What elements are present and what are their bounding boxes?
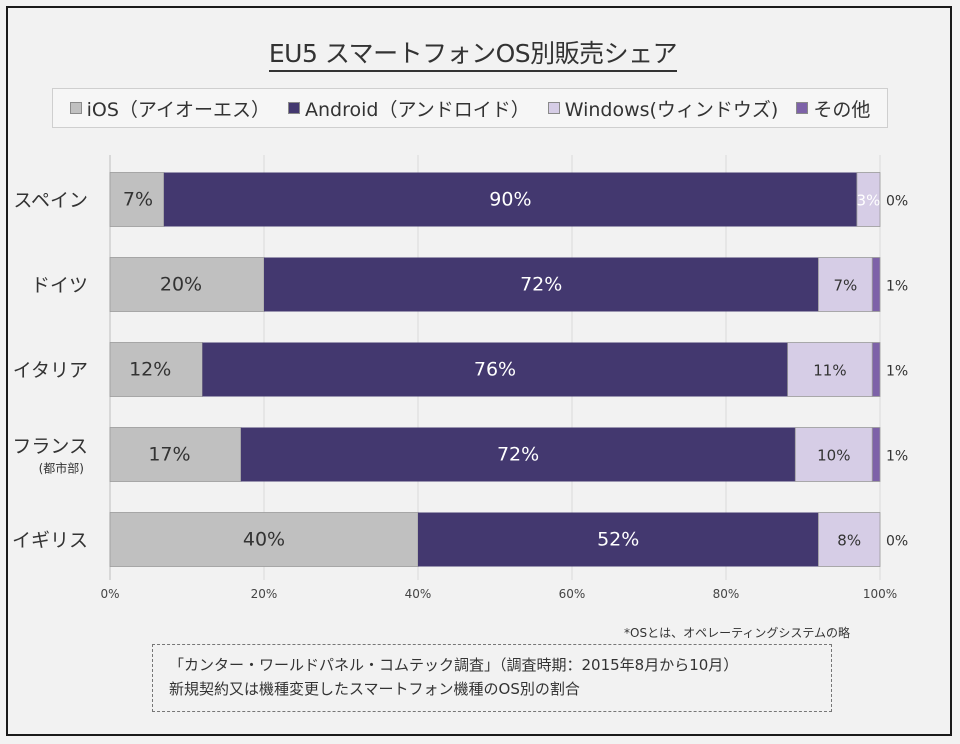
data-label: 90%	[489, 189, 531, 211]
data-label: 72%	[497, 444, 539, 466]
data-label: 1%	[886, 449, 908, 465]
category-label: イギリス	[12, 530, 88, 552]
legend-label: Windows(ウィンドウズ)	[564, 98, 779, 121]
bar-segment	[856, 172, 881, 227]
category-sublabel: (都市部)	[39, 461, 84, 476]
bar-segment	[818, 257, 873, 312]
legend-item-3: その他	[796, 95, 870, 122]
data-label: 7%	[123, 189, 153, 211]
x-tick-label: 100%	[863, 587, 897, 601]
bar-segment	[418, 512, 819, 567]
bar-segment	[240, 427, 796, 482]
chart-title: EU5 スマートフォンOS別販売シェア	[0, 34, 946, 72]
chart-legend: iOS（アイオーエス） Android（アンドロイド） Windows(ウィンドウズ…	[52, 88, 888, 128]
legend-swatch	[796, 102, 809, 114]
legend-swatch	[288, 102, 300, 114]
data-label: 12%	[129, 359, 171, 381]
data-label: 3%	[857, 192, 881, 210]
data-label: 1%	[886, 279, 908, 295]
x-tick-label: 0%	[100, 587, 119, 601]
source-note-box: 「カンター・ワールドパネル・コムテック調査」（調査時期：2015年8月から10月…	[152, 644, 832, 712]
data-label: 20%	[160, 274, 202, 296]
legend-item-0: iOS（アイオーエス）	[69, 95, 270, 122]
category-label: フランス	[12, 436, 88, 458]
data-label: 40%	[243, 529, 285, 551]
x-tick-label: 80%	[713, 587, 740, 601]
data-label: 17%	[148, 444, 190, 466]
legend-label: iOS（アイオーエス）	[86, 98, 270, 121]
data-label: 52%	[597, 529, 639, 551]
legend-swatch	[69, 102, 82, 114]
x-tick-label: 60%	[559, 587, 586, 601]
legend-item-2: Windows(ウィンドウズ)	[547, 95, 779, 122]
data-label: 11%	[813, 362, 846, 380]
data-label: 1%	[886, 364, 908, 380]
legend-label: その他	[813, 98, 871, 121]
data-label: 7%	[833, 277, 857, 295]
bar-segment	[264, 257, 819, 312]
bar-segment	[163, 172, 857, 227]
bar-segment	[871, 257, 881, 312]
stacked-bar-chart: 0% 20% 40% 60% 80% 100% スペイン 7% 90% 3% 0% ドイツ 20% 72%…	[12, 155, 908, 601]
bar-segment	[109, 512, 419, 567]
source-note-line1: 「カンター・ワールドパネル・コムテック調査」（調査時期：2015年8月から10月…	[169, 656, 739, 674]
category-label: イタリア	[13, 360, 88, 382]
bar-segment	[871, 427, 881, 482]
data-label: 8%	[837, 532, 861, 550]
legend-item-1: Android（アンドロイド）	[288, 95, 530, 122]
category-label: ドイツ	[31, 275, 88, 297]
bar-segment	[871, 342, 881, 397]
data-label: 76%	[474, 359, 516, 381]
category-label: スペイン	[13, 190, 88, 212]
bar-segment	[109, 257, 265, 312]
legend-label: Android（アンドロイド）	[305, 98, 530, 121]
data-label: 0%	[886, 194, 908, 210]
data-label: 10%	[817, 447, 850, 465]
legend-swatch	[547, 102, 560, 114]
x-tick-label: 20%	[251, 587, 278, 601]
footnote: *OSとは、オペレーティングシステムの略	[624, 626, 850, 640]
x-tick-label: 40%	[405, 587, 432, 601]
bar-segment	[202, 342, 788, 397]
data-label: 72%	[520, 274, 562, 296]
bar-segment	[818, 512, 881, 567]
chart-title-text: EU5 スマートフォンOS別販売シェア	[268, 39, 678, 72]
bar-segment	[794, 427, 873, 482]
bar-segment	[109, 342, 203, 397]
source-note-line2: 新規契約又は機種変更したスマートフォン機種のOS別の割合	[169, 680, 580, 698]
data-label: 0%	[886, 534, 908, 550]
